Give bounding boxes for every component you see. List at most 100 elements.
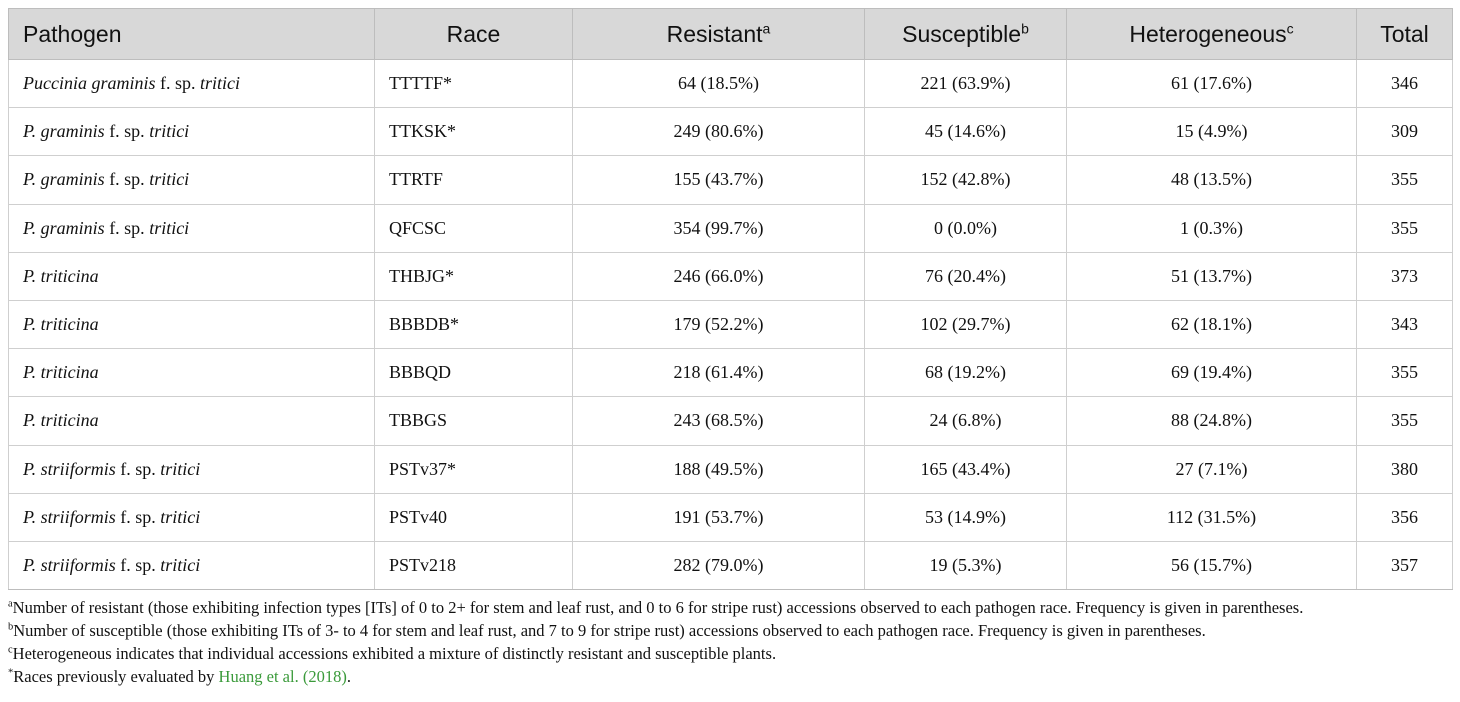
- footnote: aNumber of resistant (those exhibiting i…: [8, 596, 1452, 619]
- cell-resistant: 155 (43.7%): [572, 155, 865, 205]
- cell-susceptible: 68 (19.2%): [864, 348, 1067, 398]
- cell-susceptible: 102 (29.7%): [864, 299, 1067, 350]
- cell-resistant: 249 (80.6%): [572, 107, 865, 157]
- cell-heterogeneous: 15 (4.9%): [1066, 107, 1357, 157]
- pathogen-name-part: tritici: [160, 506, 201, 527]
- pathogen-name-part: P. graminis: [23, 121, 105, 142]
- cell-resistant: 179 (52.2%): [572, 299, 865, 350]
- table-row: P. striiformis f. sp. tritici PSTv40 191 (…: [8, 492, 1453, 542]
- header-row: Pathogen Race Resistanta Susceptibleb Hetero…: [8, 8, 1453, 60]
- table-body: Puccinia graminis f. sp. tritici TTTTF* 64…: [8, 58, 1453, 591]
- cell-susceptible: 76 (20.4%): [864, 251, 1067, 301]
- table-row: P. triticina THBJG* 246 (66.0%) 76 (20.4%) 5…: [8, 251, 1453, 301]
- cell-pathogen: P. striiformis f. sp. tritici: [8, 540, 375, 591]
- cell-susceptible: 165 (43.4%): [864, 444, 1067, 494]
- pathogen-name-part: tritici: [160, 554, 201, 575]
- cell-pathogen: P. striiformis f. sp. tritici: [8, 492, 375, 542]
- header-resistant: Resistanta: [572, 8, 865, 60]
- cell-race: BBBQD: [374, 348, 573, 398]
- cell-race: PSTv37*: [374, 444, 573, 494]
- pathogen-name-part: f. sp.: [104, 217, 150, 238]
- pathogen-name-part: P. striiformis: [23, 506, 116, 527]
- header-label: Total: [1380, 20, 1429, 47]
- table-row: P. graminis f. sp. tritici QFCSC 354 (99.7…: [8, 203, 1453, 253]
- cell-total: 355: [1356, 396, 1453, 446]
- table-row: P. graminis f. sp. tritici TTRTF 155 (43.7…: [8, 155, 1453, 205]
- footnote-marker: c: [1286, 19, 1294, 36]
- pathogen-name-part: f. sp.: [104, 169, 150, 190]
- table-row: P. triticina BBBDB* 179 (52.2%) 102 (29.7%)…: [8, 299, 1453, 350]
- cell-heterogeneous: 62 (18.1%): [1066, 299, 1357, 350]
- cell-pathogen: P. triticina: [8, 396, 375, 446]
- results-table: Pathogen Race Resistanta Susceptibleb Hetero…: [8, 8, 1453, 591]
- footnote: *Races previously evaluated by Huang et …: [8, 665, 1452, 688]
- cell-race: PSTv40: [374, 492, 573, 542]
- header-label: Susceptible: [902, 20, 1022, 47]
- cell-heterogeneous: 27 (7.1%): [1066, 444, 1357, 494]
- cell-race: TTTTF*: [374, 58, 573, 109]
- cell-susceptible: 53 (14.9%): [864, 492, 1067, 542]
- pathogen-name-part: tritici: [160, 458, 201, 479]
- cell-heterogeneous: 69 (19.4%): [1066, 348, 1357, 398]
- pathogen-name-part: P. graminis: [23, 169, 105, 190]
- header-pathogen: Pathogen: [8, 8, 375, 60]
- cell-resistant: 188 (49.5%): [572, 444, 865, 494]
- cell-total: 357: [1356, 540, 1453, 591]
- table-header: Pathogen Race Resistanta Susceptibleb Hetero…: [8, 8, 1453, 60]
- cell-race: THBJG*: [374, 251, 573, 301]
- cell-pathogen: P. triticina: [8, 348, 375, 398]
- pathogen-name-part: f. sp.: [104, 121, 150, 142]
- cell-resistant: 218 (61.4%): [572, 348, 865, 398]
- cell-resistant: 64 (18.5%): [572, 58, 865, 109]
- cell-susceptible: 0 (0.0%): [864, 203, 1067, 253]
- cell-heterogeneous: 88 (24.8%): [1066, 396, 1357, 446]
- pathogen-name-part: tritici: [149, 121, 190, 142]
- pathogen-name-part: f. sp.: [115, 554, 161, 575]
- pathogen-name-part: tritici: [149, 169, 190, 190]
- pathogen-name-part: tritici: [200, 73, 240, 94]
- cell-pathogen: P. graminis f. sp. tritici: [8, 203, 375, 253]
- footnote: cHeterogeneous indicates that individual…: [8, 642, 1452, 665]
- pathogen-name-part: f. sp.: [115, 506, 161, 527]
- footnote-marker: a: [762, 19, 771, 36]
- pathogen-name-part: P. triticina: [23, 314, 99, 335]
- table-row: P. graminis f. sp. tritici TTKSK* 249 (80.…: [8, 107, 1453, 157]
- footnotes: aNumber of resistant (those exhibiting i…: [8, 596, 1452, 688]
- footnote-marker: c: [8, 644, 13, 656]
- cell-total: 346: [1356, 58, 1453, 109]
- pathogen-name-part: f. sp.: [115, 458, 161, 479]
- footnote-marker: b: [8, 621, 14, 633]
- cell-pathogen: P. graminis f. sp. tritici: [8, 107, 375, 157]
- header-label: Heterogeneous: [1129, 20, 1287, 47]
- cell-resistant: 354 (99.7%): [572, 203, 865, 253]
- cell-susceptible: 19 (5.3%): [864, 540, 1067, 591]
- pathogen-name-part: P. striiformis: [23, 458, 116, 479]
- cell-pathogen: P. graminis f. sp. tritici: [8, 155, 375, 205]
- table-row: P. triticina BBBQD 218 (61.4%) 68 (19.2%) 69…: [8, 348, 1453, 398]
- cell-heterogeneous: 61 (17.6%): [1066, 58, 1357, 109]
- cell-heterogeneous: 48 (13.5%): [1066, 155, 1357, 205]
- cell-total: 355: [1356, 203, 1453, 253]
- cell-heterogeneous: 112 (31.5%): [1066, 492, 1357, 542]
- footnote-text: Races previously evaluated by: [13, 667, 219, 687]
- footnote-text: Number of susceptible (those exhibiting …: [13, 621, 1206, 641]
- header-susceptible: Susceptibleb: [864, 8, 1067, 60]
- cell-race: TTKSK*: [374, 107, 573, 157]
- header-race: Race: [374, 8, 573, 60]
- header-label: Race: [446, 20, 501, 47]
- cell-resistant: 282 (79.0%): [572, 540, 865, 591]
- cell-total: 355: [1356, 348, 1453, 398]
- cell-susceptible: 45 (14.6%): [864, 107, 1067, 157]
- cell-total: 380: [1356, 444, 1453, 494]
- citation-link[interactable]: Huang et al. (2018): [218, 667, 347, 687]
- cell-resistant: 243 (68.5%): [572, 396, 865, 446]
- header-heterogeneous: Heterogeneousc: [1066, 8, 1357, 60]
- footnote-text: Number of resistant (those exhibiting in…: [12, 598, 1304, 618]
- cell-total: 355: [1356, 155, 1453, 205]
- cell-race: QFCSC: [374, 203, 573, 253]
- footnote: bNumber of susceptible (those exhibiting…: [8, 619, 1452, 642]
- cell-pathogen: Puccinia graminis f. sp. tritici: [8, 58, 375, 109]
- cell-heterogeneous: 56 (15.7%): [1066, 540, 1357, 591]
- header-label: Resistant: [666, 20, 763, 47]
- footnote-marker: b: [1021, 19, 1029, 36]
